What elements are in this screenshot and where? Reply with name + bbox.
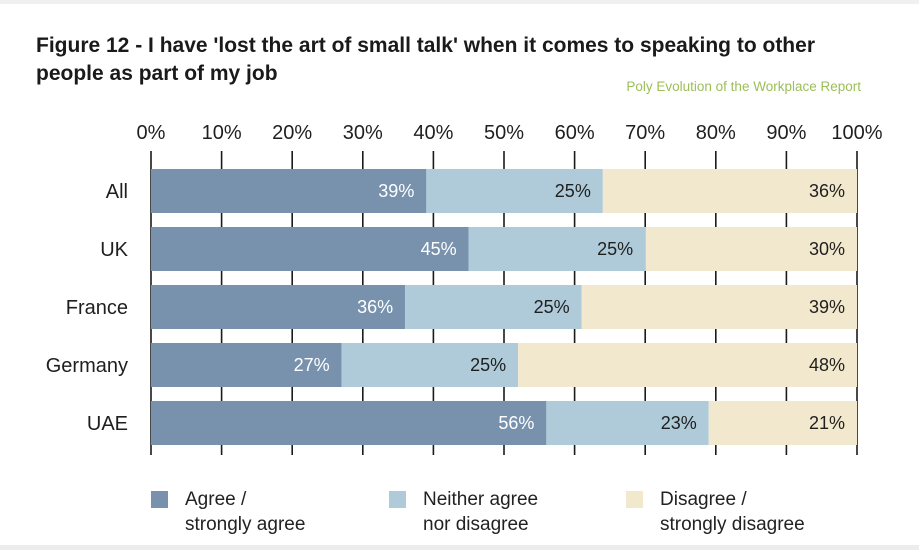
data-label: 45% (421, 239, 457, 259)
legend-swatch-agree (151, 491, 168, 508)
bar-segment (602, 169, 857, 213)
data-label: 39% (378, 181, 414, 201)
x-tick-label: 90% (766, 122, 806, 144)
top-strip (0, 0, 919, 4)
x-tick-label: 20% (272, 122, 312, 144)
bar-segment (645, 227, 857, 271)
bar-segment (426, 169, 603, 213)
legend-label-agree: Agree / strongly agree (185, 489, 306, 535)
data-label: 23% (661, 413, 697, 433)
chart-title: Figure 12 - I have 'lost the art of smal… (36, 34, 815, 85)
x-tick-label: 70% (625, 122, 665, 144)
bar-segment (546, 401, 709, 445)
x-tick-label: 80% (696, 122, 736, 144)
x-tick-label: 100% (831, 122, 882, 144)
data-label: 27% (294, 355, 330, 375)
bar-segment (151, 169, 427, 213)
x-tick-label: 50% (484, 122, 524, 144)
bar-segment (151, 401, 547, 445)
data-label: 39% (809, 297, 845, 317)
x-tick-label: 60% (555, 122, 595, 144)
source-note: Poly Evolution of the Workplace Report (626, 79, 861, 94)
bottom-strip (0, 545, 919, 550)
category-label: Germany (46, 355, 128, 377)
bar-segment (341, 343, 519, 387)
bar-segment (518, 343, 857, 387)
legend-item-agree: Agree / strongly agree (151, 487, 305, 537)
data-label: 36% (357, 297, 393, 317)
legend-item-neither: Neither agree nor disagree (389, 487, 538, 537)
category-label: All (106, 181, 128, 203)
x-tick-label: 0% (137, 122, 166, 144)
bar-segment (151, 343, 342, 387)
data-label: 48% (809, 355, 845, 375)
data-label: 56% (498, 413, 534, 433)
data-label: 21% (809, 413, 845, 433)
data-label: 30% (809, 239, 845, 259)
bar-segment (708, 401, 857, 445)
x-tick-label: 10% (202, 122, 242, 144)
category-label: UAE (87, 413, 128, 435)
bar-segment (581, 285, 857, 329)
data-label: 36% (809, 181, 845, 201)
bar-segment (151, 285, 406, 329)
category-label: France (66, 297, 128, 319)
bar-segment (151, 227, 469, 271)
legend-swatch-disagree (626, 491, 643, 508)
bar-segment (405, 285, 582, 329)
data-label: 25% (534, 297, 570, 317)
x-tick-label: 40% (413, 122, 453, 144)
x-tick-label: 30% (343, 122, 383, 144)
data-label: 25% (470, 355, 506, 375)
data-label: 25% (555, 181, 591, 201)
bar-segment (468, 227, 646, 271)
data-label: 25% (597, 239, 633, 259)
legend-item-disagree: Disagree / strongly disagree (626, 487, 805, 537)
legend-swatch-neither (389, 491, 406, 508)
category-label: UK (100, 239, 128, 261)
legend-label-disagree: Disagree / strongly disagree (660, 489, 805, 535)
legend-label-neither: Neither agree nor disagree (423, 489, 539, 535)
